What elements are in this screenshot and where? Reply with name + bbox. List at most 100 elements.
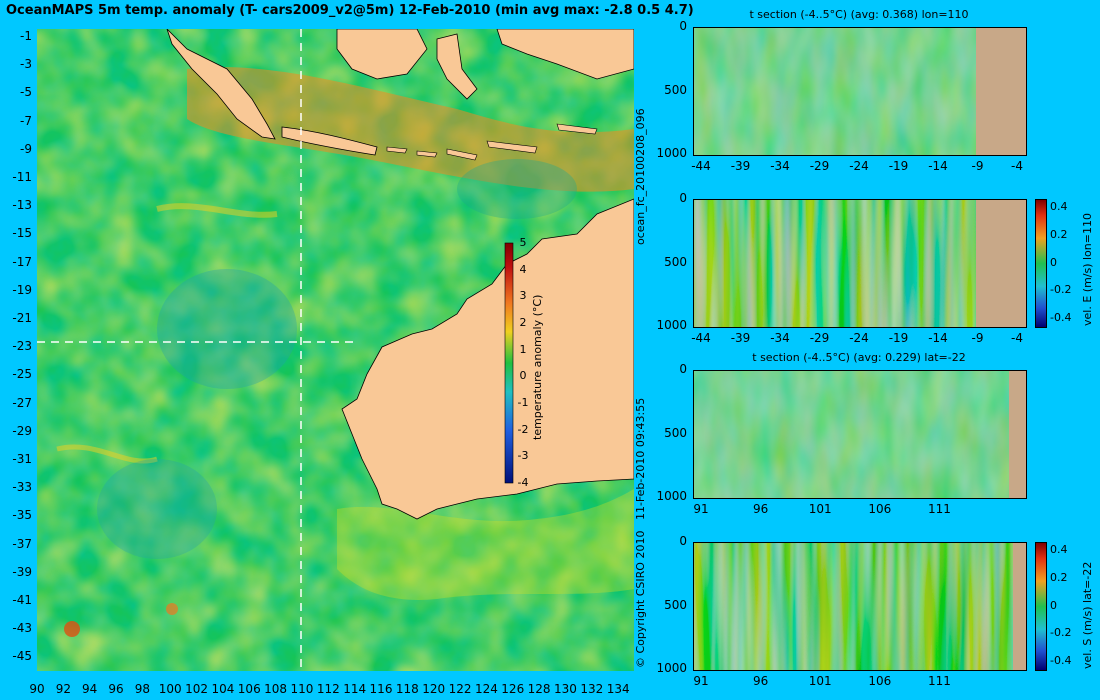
depth-tick-label: 0 bbox=[679, 191, 687, 205]
section-plot bbox=[693, 27, 1027, 156]
lon-tick-label: 118 bbox=[395, 682, 419, 696]
copyright-text: © Copyright CSIRO 2010 bbox=[634, 530, 647, 668]
lon-tick-label: 98 bbox=[134, 682, 151, 696]
section-x-tick-label: 101 bbox=[808, 674, 832, 688]
velocity-colorbar bbox=[1035, 199, 1047, 328]
velocity-colorbar-tick: 0 bbox=[1050, 255, 1057, 269]
lon-tick-label: 104 bbox=[211, 682, 235, 696]
depth-tick-label: 0 bbox=[679, 534, 687, 548]
lat-tick-label: -31 bbox=[12, 452, 32, 466]
section-x-tick-label: -19 bbox=[888, 331, 909, 345]
lat-tick-label: -7 bbox=[20, 113, 32, 128]
section-x-tick-label: 106 bbox=[868, 674, 892, 688]
depth-tick-label: 1000 bbox=[656, 318, 687, 332]
lon-tick-label: 116 bbox=[369, 682, 393, 696]
lon-tick-label: 132 bbox=[580, 682, 604, 696]
section-x-tick-label: 111 bbox=[928, 502, 951, 516]
lon-tick-label: 96 bbox=[108, 682, 124, 696]
section-x-tick-label: -4 bbox=[1011, 331, 1023, 345]
lon-tick-label: 108 bbox=[264, 682, 288, 696]
section-x-tick-label: -4 bbox=[1011, 159, 1023, 173]
lon-tick-label: 110 bbox=[290, 682, 314, 696]
section-x-tick-label: -34 bbox=[770, 331, 790, 345]
lat-tick-label: -43 bbox=[12, 621, 32, 636]
temperature-colorbar-tick: -3 bbox=[517, 449, 529, 463]
section-plot bbox=[693, 370, 1027, 499]
lat-tick-label: -41 bbox=[12, 593, 32, 607]
section-x-tick-label: -44 bbox=[691, 331, 711, 345]
depth-tick-label: 1000 bbox=[656, 661, 687, 675]
temperature-colorbar-label: temperature anomaly (°C) bbox=[531, 294, 544, 440]
depth-tick-label: 500 bbox=[664, 425, 687, 440]
lon-tick-label: 90 bbox=[29, 682, 45, 696]
section-x-tick-label: -9 bbox=[971, 159, 984, 173]
temperature-colorbar-tick: -4 bbox=[517, 476, 529, 489]
lon-tick-label: 120 bbox=[422, 682, 446, 696]
section-x-tick-label: -9 bbox=[971, 331, 984, 345]
depth-tick-label: 1000 bbox=[656, 489, 687, 503]
lat-tick-label: -45 bbox=[12, 649, 32, 664]
section-plot bbox=[693, 542, 1027, 671]
temperature-colorbar-tick: -1 bbox=[517, 396, 529, 409]
section-x-tick-label: -29 bbox=[809, 331, 830, 345]
lon-tick-label: 102 bbox=[185, 682, 208, 696]
panel-title: t section (-4..5°C) (avg: 0.368) lon=110 bbox=[749, 8, 969, 21]
lon-tick-label: 100 bbox=[158, 682, 182, 696]
section-x-tick-label: 91 bbox=[693, 674, 709, 688]
lat-tick-label: -25 bbox=[12, 367, 32, 382]
lat-tick-label: -39 bbox=[12, 564, 32, 579]
section-x-tick-label: 96 bbox=[752, 502, 769, 516]
section-x-tick-label: -14 bbox=[928, 159, 948, 173]
lat-tick-label: -35 bbox=[12, 508, 32, 523]
temperature-colorbar-tick: 4 bbox=[519, 262, 527, 276]
lat-tick-label: -3 bbox=[20, 57, 32, 72]
velocity-colorbar-tick: 0.4 bbox=[1050, 543, 1068, 556]
section-x-tick-label: -19 bbox=[888, 159, 909, 173]
temperature-colorbar-tick: -2 bbox=[517, 422, 529, 436]
section-x-tick-label: 101 bbox=[808, 502, 832, 516]
velocity-colorbar-tick: -0.2 bbox=[1050, 283, 1072, 297]
velocity-colorbar-tick: 0.2 bbox=[1050, 227, 1068, 241]
section-x-tick-label: -14 bbox=[928, 331, 948, 345]
temperature-anomaly-map bbox=[37, 29, 634, 671]
section-x-tick-label: -29 bbox=[809, 159, 830, 173]
section-x-tick-label: 91 bbox=[693, 502, 709, 516]
lat-tick-label: -11 bbox=[12, 170, 32, 184]
lat-tick-label: -19 bbox=[12, 282, 32, 297]
lat-tick-label: -9 bbox=[20, 141, 32, 156]
lat-tick-label: -1 bbox=[20, 29, 32, 43]
temperature-colorbar bbox=[504, 242, 514, 484]
velocity-colorbar-label: vel. S (m/s) lat=-22 bbox=[1081, 561, 1094, 669]
lon-tick-label: 134 bbox=[606, 682, 630, 696]
section-x-tick-label: -39 bbox=[730, 159, 751, 173]
section-x-tick-label: -39 bbox=[730, 331, 751, 345]
temperature-colorbar-tick: 0 bbox=[519, 369, 527, 383]
lat-tick-label: -23 bbox=[12, 339, 32, 354]
copyright-timestamp: © Copyright CSIRO 2010 11-Feb-2010 09:43… bbox=[634, 398, 647, 668]
lat-tick-label: -37 bbox=[12, 536, 32, 551]
section-x-tick-label: 106 bbox=[868, 502, 892, 516]
depth-tick-label: 1000 bbox=[656, 146, 687, 160]
velocity-colorbar-label: vel. E (m/s) lon=110 bbox=[1081, 213, 1094, 326]
lon-tick-label: 128 bbox=[527, 682, 551, 696]
section-x-tick-label: 111 bbox=[928, 674, 951, 688]
temperature-colorbar-tick: 5 bbox=[519, 236, 527, 249]
panel-title: t section (-4..5°C) (avg: 0.229) lat=-22 bbox=[752, 351, 966, 364]
section-x-tick-label: -24 bbox=[849, 331, 869, 345]
section-x-tick-label: -34 bbox=[770, 159, 790, 173]
depth-tick-label: 0 bbox=[679, 19, 687, 33]
map-title: OceanMAPS 5m temp. anomaly (T- cars2009_… bbox=[6, 3, 694, 18]
lat-tick-label: -17 bbox=[12, 254, 32, 269]
lat-tick-label: -13 bbox=[12, 198, 32, 213]
velocity-colorbar bbox=[1035, 542, 1047, 671]
velocity-colorbar-tick: 0.2 bbox=[1050, 570, 1068, 584]
lat-tick-label: -5 bbox=[20, 85, 32, 100]
depth-tick-label: 0 bbox=[679, 362, 687, 376]
velocity-colorbar-tick: -0.4 bbox=[1050, 311, 1072, 324]
velocity-colorbar-tick: -0.2 bbox=[1050, 626, 1072, 640]
lon-tick-label: 94 bbox=[82, 682, 98, 696]
timestamp-text: 11-Feb-2010 09:43:55 bbox=[634, 397, 647, 521]
lon-tick-label: 124 bbox=[474, 682, 498, 696]
velocity-colorbar-tick: 0.4 bbox=[1050, 200, 1068, 213]
lon-tick-label: 92 bbox=[55, 682, 71, 696]
